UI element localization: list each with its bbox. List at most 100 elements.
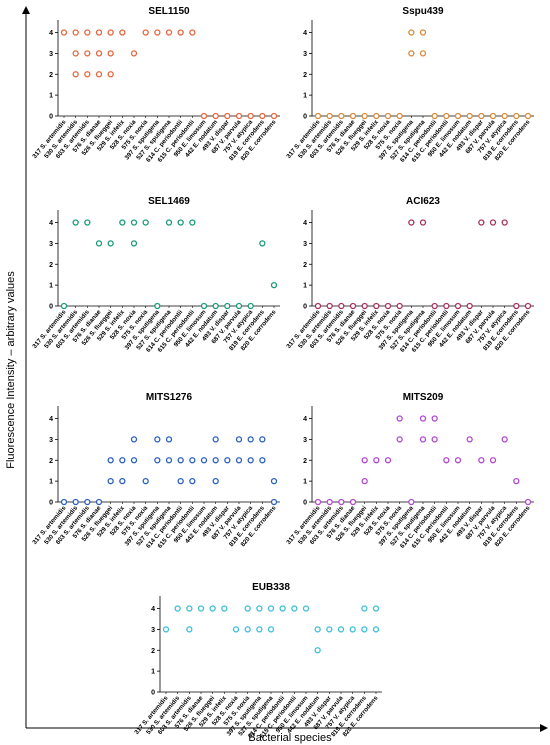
data-point (259, 436, 266, 443)
data-point (142, 477, 149, 485)
y-tick-label: 2 (49, 458, 53, 465)
data-point (270, 281, 278, 289)
data-point (224, 457, 231, 464)
y-tick-label: 3 (303, 241, 307, 248)
data-point (361, 302, 368, 310)
data-point (224, 302, 231, 310)
data-point (454, 302, 462, 310)
y-axis-label: Fluorescence Intensity – arbitrary value… (5, 271, 17, 469)
data-point (119, 219, 126, 226)
y-tick-label: 1 (49, 93, 53, 100)
data-point (361, 457, 368, 464)
y-tick-label: 1 (49, 283, 53, 290)
data-point (270, 477, 278, 485)
data-point (189, 457, 196, 464)
data-point (177, 219, 184, 226)
data-point (200, 457, 208, 464)
data-point (478, 112, 485, 120)
data-point (200, 112, 208, 120)
data-point (372, 605, 380, 612)
data-point (72, 71, 79, 78)
y-tick-label: 2 (49, 262, 53, 269)
data-point (384, 112, 392, 120)
data-point (119, 477, 126, 485)
data-point (454, 457, 462, 464)
data-point (72, 29, 79, 36)
data-point (212, 302, 219, 310)
data-point (72, 498, 79, 506)
data-point (338, 498, 345, 506)
data-point (72, 219, 79, 226)
data-point (524, 112, 532, 120)
data-point (408, 29, 415, 36)
data-point (224, 112, 231, 120)
data-point (279, 605, 286, 612)
data-point (314, 302, 322, 310)
data-point (154, 29, 161, 36)
data-point (130, 219, 138, 226)
data-point (408, 50, 415, 57)
data-point (361, 477, 368, 485)
data-point (349, 626, 356, 633)
data-point (107, 477, 114, 485)
data-point (212, 436, 219, 443)
y-tick-label: 0 (49, 500, 53, 507)
data-point (489, 219, 497, 226)
x-axis-label: Bacterial species (248, 732, 332, 744)
data-point (314, 498, 322, 506)
panel-title: SEL1150 (148, 6, 190, 17)
data-point (84, 498, 91, 506)
data-point (270, 498, 278, 506)
data-point (84, 219, 91, 226)
data-point (142, 219, 149, 226)
data-point (408, 219, 415, 226)
data-point (162, 626, 170, 633)
data-point (221, 605, 228, 612)
y-tick-label: 1 (49, 479, 53, 486)
data-point (95, 240, 103, 247)
data-point (259, 240, 266, 247)
data-point (119, 29, 126, 36)
panel-title: EUB338 (252, 582, 290, 593)
y-tick-label: 4 (49, 416, 53, 423)
data-point (60, 29, 68, 36)
data-point (165, 29, 173, 36)
data-point (95, 498, 103, 506)
data-point (431, 415, 438, 422)
data-point (466, 302, 473, 310)
y-tick-label: 4 (303, 30, 307, 37)
data-point (247, 457, 254, 464)
data-point (513, 477, 520, 485)
data-point (177, 457, 184, 464)
data-point (326, 498, 333, 506)
data-point (524, 498, 532, 506)
data-point (326, 302, 333, 310)
data-point (489, 457, 497, 464)
data-point (235, 457, 243, 464)
data-point (235, 112, 243, 120)
data-point (419, 50, 427, 57)
data-point (72, 50, 79, 57)
data-point (154, 436, 161, 443)
data-point (419, 29, 427, 36)
data-point (501, 112, 508, 120)
data-point (314, 112, 322, 120)
data-point (501, 436, 508, 443)
data-point (247, 112, 254, 120)
y-tick-label: 2 (303, 72, 307, 79)
data-point (60, 302, 68, 310)
data-point (373, 112, 380, 120)
data-point (443, 457, 450, 464)
data-point (165, 457, 173, 464)
data-point (212, 112, 219, 120)
data-point (349, 112, 357, 120)
data-point (291, 605, 298, 612)
data-point (478, 457, 485, 464)
data-point (177, 477, 184, 485)
